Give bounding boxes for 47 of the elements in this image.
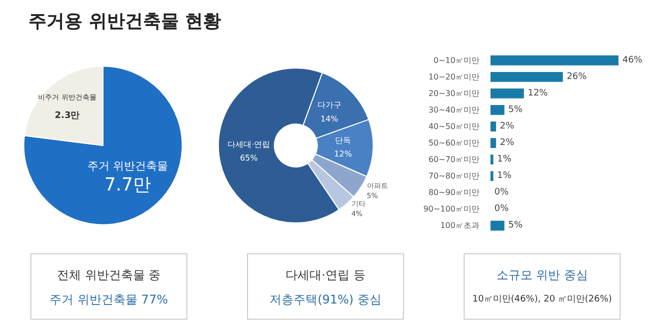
text: 소규모 위반 중심: [496, 268, 588, 282]
bar: [490, 122, 496, 132]
data-label: 5%: [508, 220, 523, 231]
y-tick-label: 0~10㎡미만: [434, 56, 480, 65]
text: 전체 위반건축물 중: [57, 268, 161, 282]
data-label: 7.7만: [104, 174, 151, 196]
chart-title: 주거용 위반건축물 현황: [28, 11, 222, 32]
text: 주거 위반건축물 77%: [50, 292, 168, 307]
data-label: 26%: [566, 72, 588, 82]
bar: [490, 171, 494, 182]
data-label: 1%: [497, 154, 512, 165]
slice-label: 주거 위반건축물: [87, 160, 168, 173]
slice-label: 단독: [335, 136, 352, 145]
data-label: 5%: [508, 104, 523, 115]
data-label: 0%: [494, 204, 510, 214]
bar: [490, 72, 563, 82]
bar: [490, 220, 504, 231]
data-label: 14%: [320, 114, 339, 124]
y-tick-label: 40~50㎡미만: [428, 122, 480, 131]
y-tick-label: 100㎡초과: [440, 221, 480, 230]
data-label: 2.3만: [54, 111, 80, 122]
bar: [490, 88, 524, 98]
data-label: 0%: [494, 188, 510, 198]
data-label: 12%: [334, 150, 352, 159]
bar: [490, 154, 494, 165]
data-label: 2%: [500, 121, 515, 132]
data-label: 2%: [500, 138, 515, 148]
bar: [490, 105, 504, 115]
bar: [490, 55, 618, 66]
data-label: 65%: [240, 154, 258, 163]
data-label: 1%: [497, 171, 512, 182]
bar: [490, 138, 496, 148]
y-tick-label: 30~40㎡미만: [428, 105, 480, 114]
text: 저층주택(91%) 중심: [270, 292, 382, 307]
data-label: 12%: [528, 88, 548, 98]
y-tick-label: 50~60㎡미만: [428, 138, 480, 148]
y-tick-label: 90~100㎡미만: [423, 204, 480, 214]
y-tick-label: 60~70㎡미만: [428, 155, 480, 164]
y-tick-label: 10~20㎡미만: [428, 72, 480, 82]
y-tick-label: 20~30㎡미만: [428, 88, 480, 98]
text: 다세대·연립 등: [286, 268, 366, 282]
slice-label: 다가구: [317, 100, 342, 110]
data-label: 46%: [622, 55, 643, 66]
y-tick-label: 80~90㎡미만: [428, 188, 480, 198]
text: 10㎡미만(46%), 20 ㎡미만(26%): [472, 294, 612, 305]
y-tick-label: 70~80㎡미만: [428, 172, 480, 181]
slice-label: 다세대·연립: [228, 140, 270, 149]
